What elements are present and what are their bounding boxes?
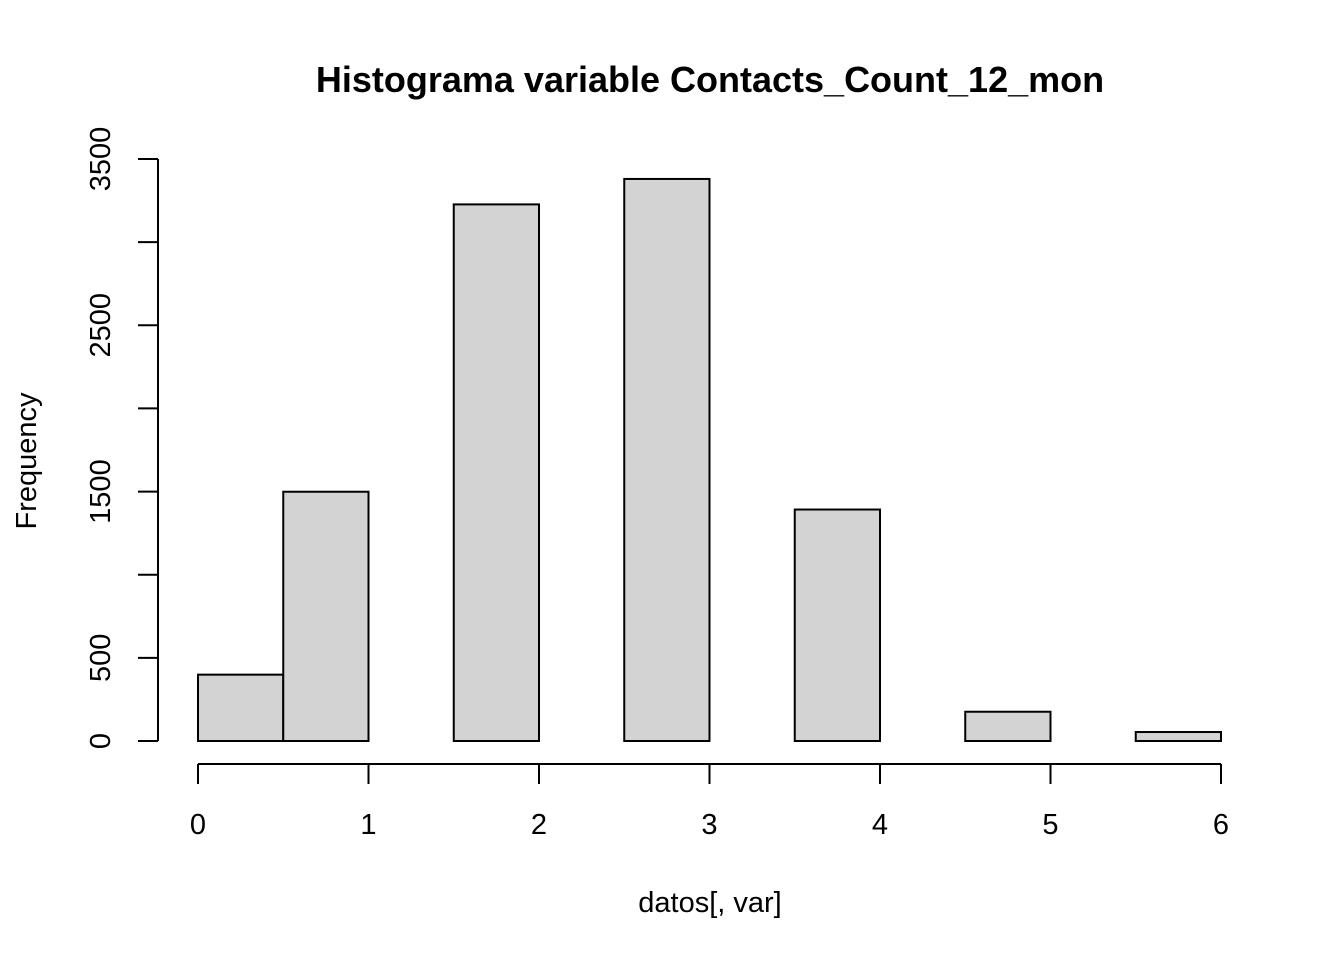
x-axis: 0 1 2 3 4 5 6	[190, 763, 1229, 841]
histogram-bar	[282, 490, 370, 742]
x-tick-label: 6	[1213, 809, 1229, 841]
y-tick-label: 1500	[85, 459, 117, 524]
histogram-bar	[623, 177, 711, 742]
y-axis-label: Frequency	[11, 392, 43, 530]
x-tick-label: 3	[701, 809, 717, 841]
y-tick-label: 3500	[85, 127, 117, 192]
x-tick-label: 0	[190, 809, 206, 841]
y-axis: 0 500 1500 2500 3500	[85, 127, 159, 749]
x-tick-label: 1	[360, 809, 376, 841]
x-tick-label: 5	[1042, 809, 1058, 841]
histogram-bar	[964, 710, 1052, 742]
histogram-bar	[452, 203, 540, 742]
y-tick-label: 2500	[85, 293, 117, 358]
chart-title: Histograma variable Contacts_Count_12_mo…	[316, 59, 1104, 100]
histogram-bar	[197, 673, 285, 742]
x-tick-label: 2	[531, 809, 547, 841]
x-tick-label: 4	[872, 809, 888, 841]
histogram-bar	[1134, 731, 1222, 742]
bars-layer	[197, 177, 1222, 742]
y-tick-label: 0	[85, 733, 117, 749]
histogram-bar	[793, 508, 881, 742]
x-axis-label: datos[, var]	[638, 887, 781, 919]
y-tick-label: 500	[85, 634, 117, 682]
